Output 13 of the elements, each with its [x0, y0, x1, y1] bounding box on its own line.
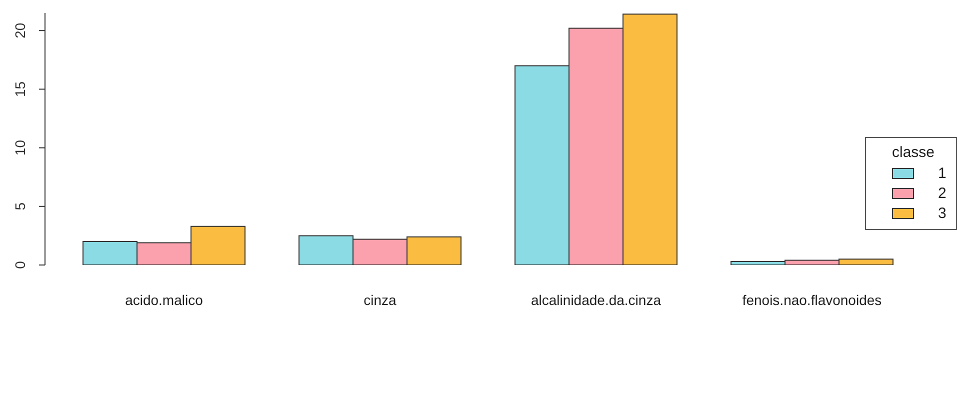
- legend-title: classe: [891, 144, 936, 161]
- x-tick-label: acido.malico: [125, 292, 204, 308]
- y-tick-label: 5: [12, 202, 28, 210]
- x-tick-label: alcalinidade.da.cinza: [531, 292, 662, 308]
- x-tick-label: cinza: [364, 292, 397, 308]
- y-tick-label: 0: [12, 260, 28, 269]
- y-tick-label: 15: [12, 81, 28, 97]
- y-tick-label: 20: [12, 22, 28, 38]
- legend-label: 1: [938, 164, 946, 182]
- legend-label: 2: [938, 184, 946, 202]
- y-tick-label: 10: [12, 140, 28, 156]
- legend-label: 3: [938, 204, 946, 222]
- x-tick-label: fenois.nao.flavonoides: [742, 292, 882, 308]
